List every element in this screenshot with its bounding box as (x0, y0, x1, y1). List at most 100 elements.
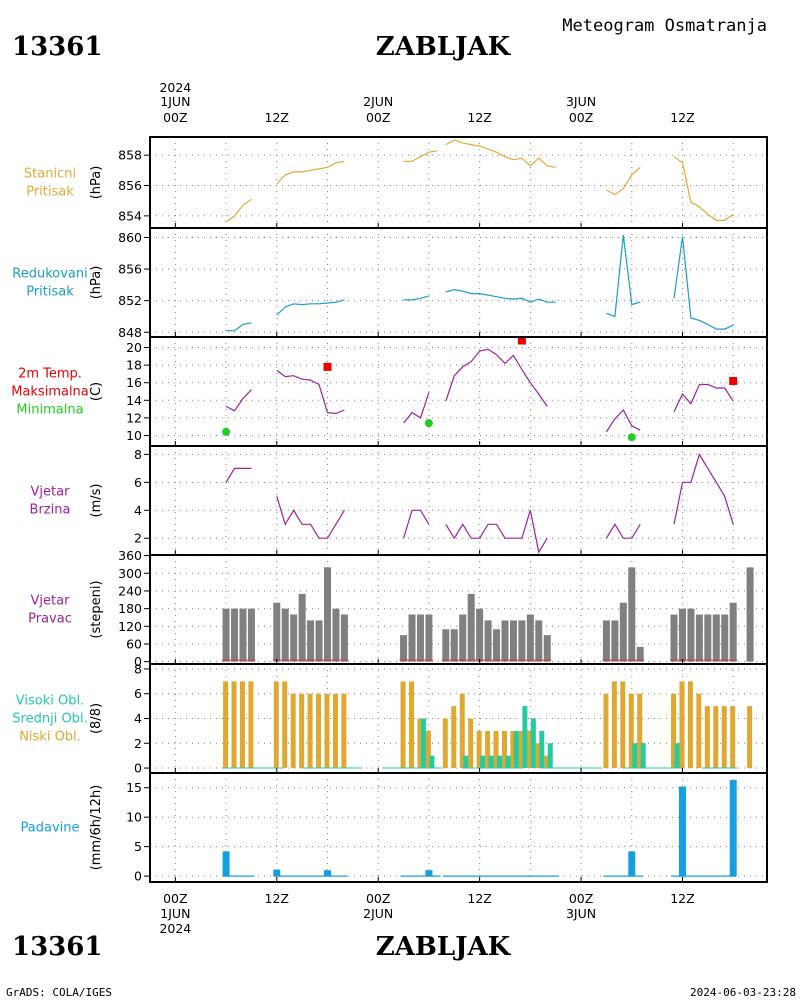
mid-cloud-bar (505, 755, 511, 769)
wind-direction-bar (611, 620, 619, 662)
series-line (226, 322, 252, 332)
y-axis-unit: (hPa) (89, 266, 104, 300)
wind-direction-bar (509, 620, 517, 662)
mid-cloud-bar (420, 718, 426, 769)
top-time-label: 1JUN (160, 94, 190, 109)
wind-direction-bar (721, 614, 729, 662)
series-line (225, 198, 252, 223)
y-tick-label: 2 (134, 736, 142, 751)
low-cloud-bar (611, 681, 617, 769)
series-line (403, 392, 430, 424)
top-time-label: 12Z (265, 110, 289, 125)
mid-cloud-bar (530, 718, 536, 769)
panel-precipitation: 0 5 10 15 Padavine (mm/6h/12h) (21, 772, 768, 884)
y-tick-label: 240 (118, 583, 142, 598)
series-line (673, 383, 734, 412)
panel-frame (149, 336, 768, 447)
bottom-time-label: 00Z (163, 891, 187, 906)
panel-frame (149, 445, 768, 556)
mid-cloud-bar (480, 755, 486, 769)
low-cloud-bar (282, 681, 288, 769)
series-line (276, 369, 345, 415)
low-cloud-bar (417, 718, 423, 769)
wind-direction-bar (619, 602, 627, 662)
panel-label: Brzina (30, 503, 71, 518)
precip-bar (222, 851, 230, 877)
y-tick-label: 854 (118, 208, 142, 223)
y-axis-unit: (C) (89, 382, 104, 401)
y-tick-label: 856 (118, 262, 142, 277)
y-tick-label: 0 (134, 869, 142, 884)
low-cloud-bar (527, 730, 533, 769)
y-tick-label: 5 (134, 839, 142, 854)
wind-direction-bar (501, 620, 509, 662)
y-axis-unit: (m/s) (89, 484, 104, 518)
top-time-label: 2024 (159, 80, 191, 95)
panel-station_pressure: 854 856 858 Stanicni Pritisak (hPa) (24, 136, 768, 229)
wind-direction-bar (247, 608, 255, 662)
plot-timestamp: 2024-06-03-23:28 (690, 986, 796, 999)
low-cloud-bar (696, 693, 702, 769)
low-cloud-bar (501, 730, 507, 769)
precip-bar (323, 870, 331, 877)
software-credit: GrADS: COLA/IGES (6, 986, 112, 999)
y-tick-label: 4 (134, 503, 142, 518)
mid-cloud-bar (640, 743, 646, 769)
top-time-label: 00Z (163, 110, 187, 125)
y-tick-label: 10 (126, 810, 142, 825)
wind-direction-bar (332, 608, 340, 662)
wind-direction-bar (476, 608, 484, 662)
wind-direction-bar (535, 620, 543, 662)
mid-cloud-bar (429, 755, 435, 769)
max-temp-marker (323, 362, 332, 371)
y-tick-label: 0 (134, 761, 142, 776)
header: 13361 ZABLJAK Meteogram Osmatranja (12, 16, 767, 62)
y-tick-label: 8 (134, 447, 142, 462)
station-id-bottom: 13361 (12, 932, 102, 962)
low-cloud-bar (299, 693, 305, 769)
bottom-time-label: 3JUN (566, 906, 596, 921)
series-line (673, 452, 734, 525)
wind-direction-bar (315, 620, 323, 662)
y-axis-unit: (hPa) (89, 166, 104, 200)
low-cloud-bar (400, 681, 406, 769)
low-cloud-bar (687, 681, 693, 769)
wind-direction-bar (695, 614, 703, 662)
min-temp-marker (222, 427, 231, 436)
station-name-top: ZABLJAK (376, 32, 512, 62)
panel-label: Padavine (21, 821, 80, 836)
low-cloud-bar (239, 681, 245, 769)
bottom-time-label: 12Z (467, 891, 491, 906)
panel-cloud_cover: 0 2 4 6 8 Visoki Obl. Srednji Obl. Niski Obl. (8… (12, 661, 768, 776)
y-tick-label: 180 (118, 601, 142, 616)
y-tick-label: 10 (126, 428, 142, 443)
footer: 13361 ZABLJAK GrADS: COLA/IGES 2024-06-0… (6, 932, 796, 999)
y-tick-label: 2 (134, 531, 142, 546)
series-line (225, 389, 252, 412)
precip-bar (678, 786, 686, 877)
series-line (605, 523, 641, 539)
panel-label: Stanicni (24, 167, 76, 182)
panel-temperature: 10 12 14 16 18 20 2m Temp. Maksimalna Minimalna (… (11, 336, 768, 447)
y-tick-label: 0 (134, 654, 142, 669)
low-cloud-bar (231, 681, 237, 769)
wind-direction-bar (273, 602, 281, 662)
wind-direction-bar (340, 614, 348, 662)
precip-bar (628, 851, 636, 877)
low-cloud-bar (721, 706, 727, 769)
low-cloud-bar (535, 743, 541, 769)
wind-direction-bar (493, 629, 501, 662)
top-time-label: 3JUN (566, 94, 596, 109)
mid-cloud-bar (632, 743, 638, 769)
low-cloud-bar (425, 730, 431, 769)
series-line (276, 160, 345, 185)
wind-direction-bar (416, 614, 424, 662)
y-tick-label: 4 (134, 711, 142, 726)
precip-bar (729, 780, 737, 877)
series-line (445, 510, 548, 554)
wind-direction-bar (687, 608, 695, 662)
low-cloud-bar (730, 706, 736, 769)
product-title: Meteogram Osmatranja (562, 16, 767, 36)
